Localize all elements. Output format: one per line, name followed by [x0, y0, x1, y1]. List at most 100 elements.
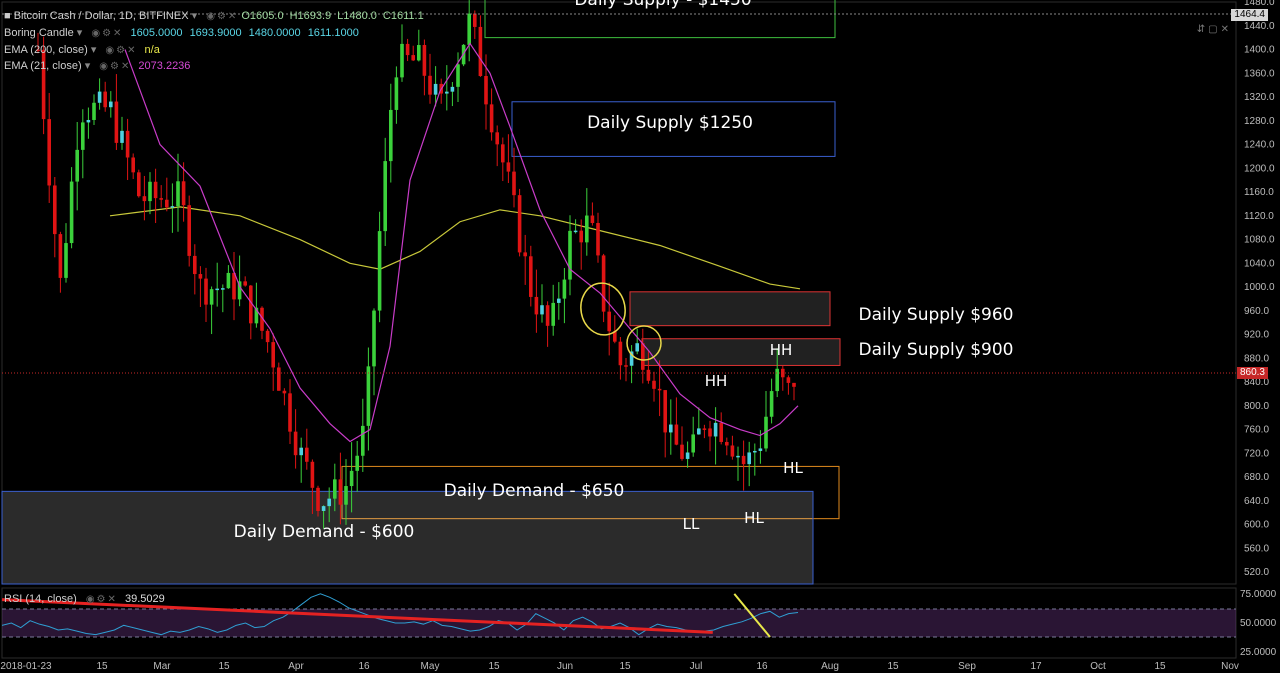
ema21-line	[124, 42, 799, 443]
candle-body	[198, 274, 203, 279]
indicator-ema21[interactable]: EMA (21, close) ▾ ◉⚙✕ 2073.2236	[4, 60, 191, 72]
candle-body	[254, 307, 259, 324]
candle-body	[237, 281, 242, 300]
candle-body	[629, 351, 634, 366]
candle-body	[646, 369, 651, 381]
x-tick-label: 16	[756, 661, 768, 672]
candle-body	[478, 26, 483, 77]
indicator-boring-candle[interactable]: Boring Candle ▾ ◉⚙✕ 1605.0000 1693.9000 …	[4, 27, 359, 39]
y-tick-label: 1240.0	[1244, 140, 1275, 151]
y-tick-label: 920.0	[1244, 330, 1269, 341]
candle-body	[361, 425, 365, 456]
candle-body	[349, 470, 354, 487]
candle-body	[215, 288, 219, 291]
candle-body	[635, 343, 639, 352]
candle-body	[321, 506, 326, 511]
candle-body	[41, 49, 46, 120]
zone-box	[629, 291, 831, 327]
zone-label: Daily Supply $900	[858, 340, 1013, 360]
candle-body	[142, 196, 147, 202]
candle-body	[585, 215, 589, 243]
x-tick-label: Aug	[821, 661, 839, 672]
candle-body	[557, 298, 561, 303]
x-tick-label: 15	[887, 661, 899, 672]
candle-body	[534, 296, 539, 315]
structure-annotation: HH	[705, 372, 728, 390]
candle-body	[730, 445, 735, 457]
candle-body	[394, 77, 399, 110]
candle-body	[204, 278, 208, 305]
candle-body	[383, 161, 387, 232]
x-tick-label: 15	[218, 661, 230, 672]
symbol-title[interactable]: Bitcoin Cash / Dollar, 1D, BITFINEX	[13, 10, 189, 22]
candle-body	[86, 119, 91, 123]
y-tick-label: 880.0	[1244, 353, 1269, 364]
candle-body	[81, 122, 85, 150]
indicator-ema200[interactable]: EMA (200, close) ▾ ◉⚙✕ n/a	[4, 44, 160, 56]
candle-body	[120, 130, 124, 143]
highlight-ellipse	[580, 282, 626, 336]
candle-body	[579, 230, 583, 243]
candle-body	[305, 447, 309, 462]
rsi-trend-line	[1, 598, 713, 634]
x-tick-label: Jun	[557, 661, 573, 672]
x-tick-label: 15	[1154, 661, 1166, 672]
candle-body	[405, 43, 410, 56]
zone-box	[1, 490, 814, 585]
candle-body	[590, 215, 595, 224]
candle-body	[176, 181, 180, 207]
y-tick-label: 1360.0	[1244, 68, 1275, 79]
candle-body	[372, 310, 376, 367]
candle-body	[517, 195, 522, 253]
candle-body	[271, 342, 275, 368]
candle-body	[792, 382, 796, 387]
candle-body	[613, 331, 617, 342]
y-tick-label: 1280.0	[1244, 116, 1275, 127]
candle-body	[450, 86, 455, 92]
candle-body	[702, 428, 707, 430]
zone-label: Daily Supply $960	[858, 305, 1013, 325]
candle-body	[97, 91, 102, 103]
y-tick-label: 1160.0	[1244, 187, 1274, 198]
y-tick-label: 720.0	[1244, 448, 1269, 459]
x-tick-label: 15	[488, 661, 500, 672]
y-tick-label: 840.0	[1244, 377, 1269, 388]
candle-body	[226, 272, 231, 289]
candle-body	[389, 109, 393, 162]
pane-controls[interactable]: ⇵▢✕	[1196, 24, 1232, 35]
candle-body	[657, 388, 662, 391]
rsi-legend[interactable]: RSI (14, close) ◉⚙✕ 39.5029	[4, 593, 165, 605]
rsi-line	[1, 593, 799, 636]
candle-body	[725, 441, 729, 446]
candle-body	[400, 43, 404, 78]
y-tick-label: 1440.0	[1244, 21, 1275, 32]
candle-body	[540, 305, 544, 315]
candle-body	[411, 55, 415, 61]
current-price-tag: 860.3	[1236, 367, 1268, 379]
candle-body	[758, 448, 763, 451]
x-tick-label: Apr	[288, 661, 304, 672]
candle-body	[747, 452, 751, 465]
zone-label: Daily Supply - $1450	[574, 0, 751, 10]
structure-annotation: HH	[770, 341, 793, 359]
candle-body	[159, 198, 163, 200]
rsi-tick-label: 50.0000	[1240, 618, 1277, 629]
candle-body	[209, 289, 214, 305]
candle-body	[47, 119, 51, 186]
candle-body	[165, 199, 169, 208]
candle-body	[568, 230, 572, 280]
candle-body	[786, 377, 791, 383]
zone-box	[484, 0, 836, 39]
y-tick-label: 680.0	[1244, 472, 1269, 483]
candle-body	[355, 455, 359, 471]
candle-body	[310, 461, 315, 488]
y-tick-label: 1080.0	[1244, 235, 1275, 246]
structure-annotation: HL	[744, 509, 764, 527]
candle-body	[652, 380, 656, 389]
candle-body	[545, 305, 550, 326]
candle-body	[713, 422, 718, 437]
candle-body	[181, 181, 186, 206]
ohlc-values: O1605.0 H1693.9 L1480.0 C1611.1	[241, 10, 424, 22]
y-tick-label: 1000.0	[1244, 282, 1275, 293]
